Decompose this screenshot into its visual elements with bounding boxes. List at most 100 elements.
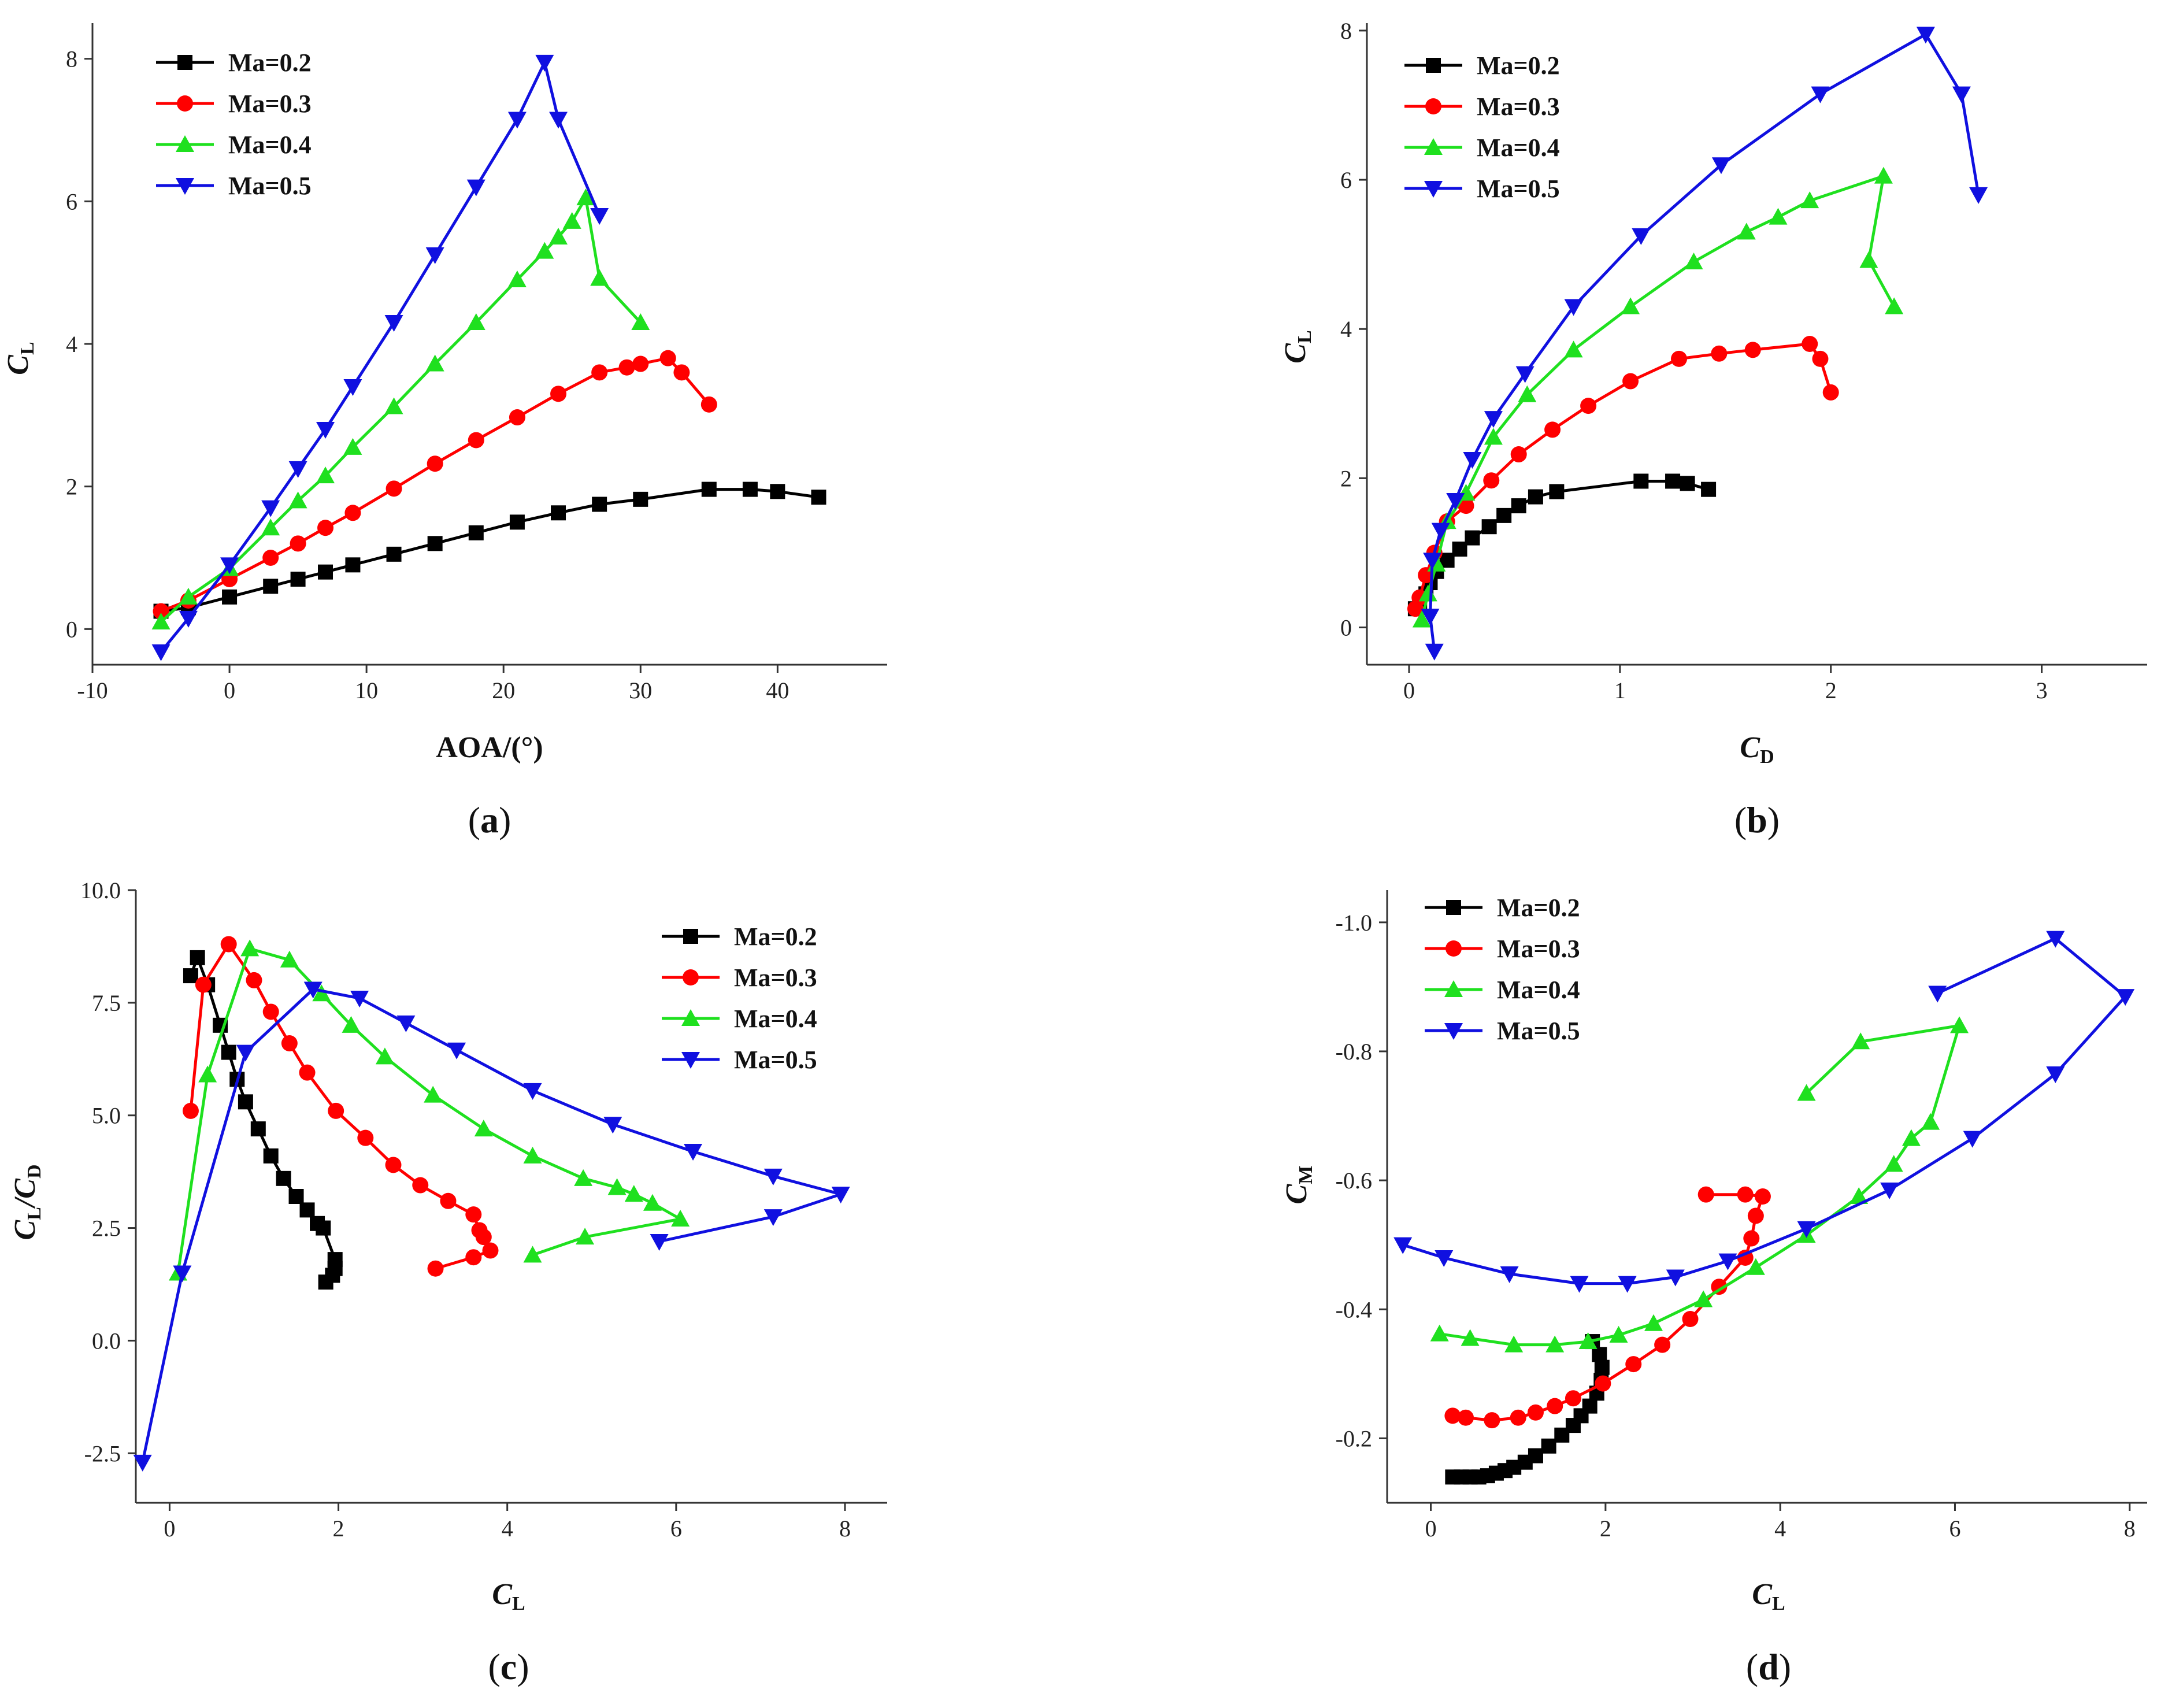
series-Ma=0.2 [183, 950, 343, 1290]
data-point [425, 354, 444, 372]
series-line [160, 357, 710, 613]
legend-marker [681, 1052, 700, 1069]
data-point [246, 972, 262, 988]
data-point [1682, 1311, 1699, 1327]
data-point [316, 1220, 331, 1236]
data-point [701, 481, 717, 497]
data-point [261, 500, 280, 517]
data-point [607, 1178, 627, 1195]
data-point [1885, 297, 1904, 314]
data-point [1812, 350, 1829, 367]
data-point [684, 1144, 703, 1161]
data-point [250, 1121, 266, 1137]
data-point [290, 535, 306, 552]
legend-entry: Ma=0.2 [734, 922, 817, 951]
data-point [299, 1064, 316, 1081]
data-point [535, 242, 554, 259]
data-point [591, 364, 608, 381]
legend-entry: Ma=0.4 [734, 1005, 817, 1033]
x-tick-label: 1 [1614, 677, 1626, 703]
panel-label: (a) [468, 799, 512, 840]
data-point [1902, 1129, 1921, 1146]
data-point [1694, 1290, 1713, 1307]
data-point [182, 1102, 199, 1119]
data-point [263, 1148, 279, 1164]
series-line [1429, 32, 1980, 652]
legend-marker [683, 929, 698, 944]
data-point [1570, 1276, 1589, 1293]
y-axis-label: CM [1280, 1166, 1317, 1205]
data-point [1461, 1329, 1480, 1346]
series-Ma=0.4 [151, 188, 650, 629]
data-point [1423, 553, 1442, 570]
y-axis-label: CL [2, 342, 38, 375]
data-point [424, 1085, 443, 1103]
series-Ma=0.5 [133, 981, 850, 1472]
data-point [1527, 1404, 1544, 1421]
legend-entry: Ma=0.3 [734, 964, 817, 992]
data-point [236, 1044, 255, 1062]
data-point [509, 514, 525, 530]
x-tick-label: -10 [77, 677, 108, 703]
data-point [1737, 1186, 1754, 1203]
x-axis-label: AOA/(°) [436, 731, 543, 764]
data-point [1622, 373, 1639, 390]
data-point [299, 1202, 315, 1218]
data-point [238, 1094, 253, 1110]
data-point [1633, 473, 1649, 489]
data-point [1680, 476, 1695, 491]
data-point [1701, 481, 1717, 497]
data-point [576, 1228, 595, 1245]
data-point [328, 1102, 344, 1119]
data-point [1644, 1314, 1663, 1331]
series-line [1439, 1024, 1961, 1347]
data-point [474, 1120, 493, 1137]
data-point [1463, 452, 1482, 469]
data-point [523, 1146, 542, 1164]
data-point [590, 269, 609, 286]
data-point [592, 497, 607, 512]
series-Ma=0.3 [182, 936, 499, 1277]
data-point [1743, 1230, 1760, 1247]
data-point [535, 54, 554, 72]
series-line [1402, 937, 2127, 1285]
data-point [1582, 1398, 1598, 1414]
data-point [263, 579, 279, 594]
data-point [1435, 1250, 1454, 1267]
data-point [742, 481, 758, 497]
data-point [1684, 253, 1703, 270]
legend-marker [1444, 1023, 1463, 1040]
data-point [671, 1209, 690, 1227]
data-point [507, 112, 527, 129]
y-tick-label: 0 [66, 616, 77, 642]
data-point [549, 228, 568, 244]
y-tick-label: 8 [1340, 18, 1352, 44]
legend-marker [176, 178, 194, 195]
legend: Ma=0.2 Ma=0.3 Ma=0.4 Ma=0.5 [1425, 894, 1580, 1045]
data-point [1425, 643, 1444, 661]
data-point [1565, 1390, 1581, 1407]
data-point [700, 396, 717, 413]
data-point [1800, 191, 1819, 209]
data-point [1592, 1347, 1607, 1362]
x-tick-label: 6 [670, 1516, 682, 1542]
data-point [643, 1194, 662, 1211]
legend: Ma=0.2 Ma=0.3 Ma=0.4 Ma=0.5 [156, 49, 312, 200]
legend-marker [1444, 980, 1463, 997]
data-point [1412, 610, 1431, 628]
data-point [1481, 519, 1497, 535]
series-line [1420, 175, 1896, 621]
y-tick-label: -0.8 [1336, 1039, 1372, 1065]
data-point [1541, 1438, 1556, 1454]
y-tick-label: 4 [66, 331, 77, 357]
data-point [183, 968, 198, 984]
legend-entry: Ma=0.4 [1477, 134, 1560, 162]
data-point [318, 1274, 333, 1290]
data-point [482, 1242, 499, 1259]
data-point [1963, 1131, 1982, 1148]
legend-marker [1446, 900, 1461, 915]
legend-entry: Ma=0.5 [734, 1046, 817, 1074]
data-point [1446, 493, 1465, 510]
data-point [1916, 27, 1935, 44]
